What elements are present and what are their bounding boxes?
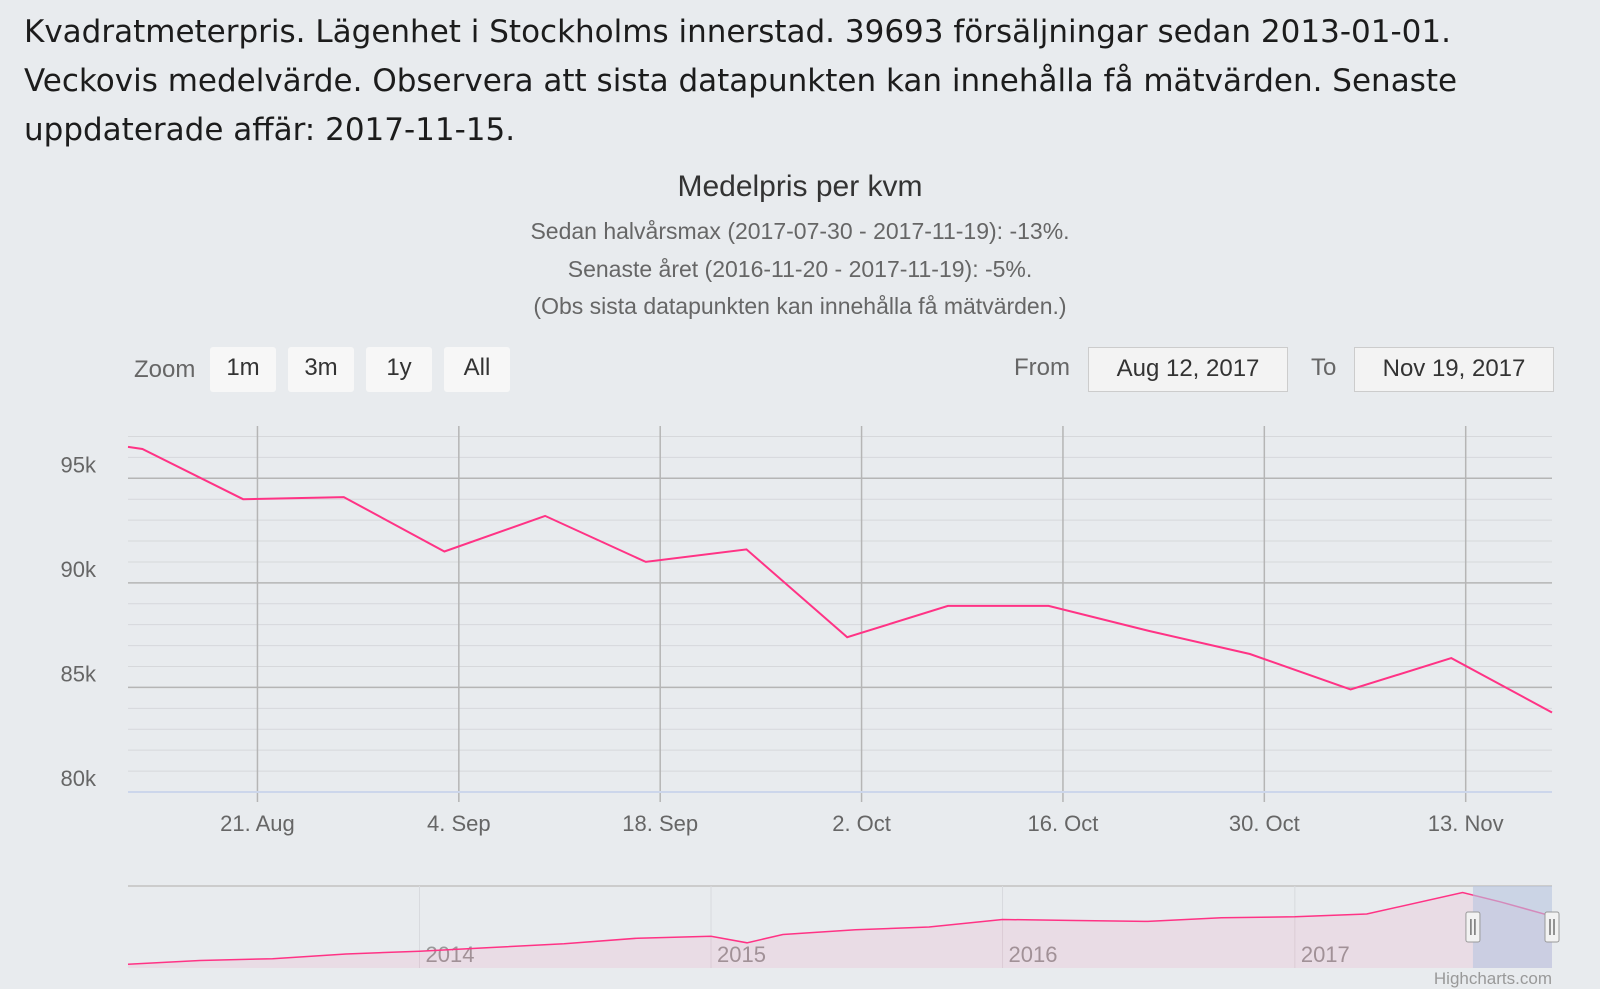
navigator-right-handle[interactable]	[1544, 911, 1560, 943]
navigator-year-label: 2015	[717, 942, 766, 967]
to-label: To	[1311, 354, 1337, 381]
chart-plot: 21. Aug 4. Sep 18. Sep 2. Oct 16. Oct 30. Oct…	[61, 426, 1560, 968]
x-tick-label: 16. Oct	[1027, 811, 1098, 836]
x-tick-label: 4. Sep	[427, 811, 491, 836]
chart-subtitle-line-3: (Obs sista datapunkten kan innehålla få …	[533, 293, 1067, 319]
navigator-year-label: 2017	[1301, 942, 1350, 967]
navigator-area	[128, 892, 1552, 968]
to-date-input[interactable]: Nov 19, 2017	[1354, 347, 1554, 392]
navigator-series-line	[127, 891, 1553, 966]
navigator-left-handle[interactable]	[1465, 911, 1481, 943]
from-date-input[interactable]: Aug 12, 2017	[1088, 347, 1288, 392]
navigator-year-label: 2016	[1009, 942, 1058, 967]
y-tick-label: 80k	[61, 766, 97, 791]
from-label: From	[1014, 354, 1070, 381]
chart-container: Medelpris per kvm Sedan halvårsmax (2017…	[0, 160, 1600, 989]
series-line	[127, 445, 1553, 714]
zoom-1m-button[interactable]: 1m	[210, 347, 276, 392]
zoom-1y-button[interactable]: 1y	[366, 347, 432, 392]
chart-subtitle-line-2: Senaste året (2016-11-20 - 2017-11-19): …	[567, 256, 1033, 282]
intro-text: Kvadratmeterpris. Lägenhet i Stockholms …	[24, 14, 1458, 148]
chart-subtitle-line-1: Sedan halvårsmax (2017-07-30 - 2017-11-1…	[530, 218, 1070, 244]
chart-title: Medelpris per kvm	[677, 170, 923, 203]
x-tick-label: 30. Oct	[1229, 811, 1300, 836]
x-tick-label: 21. Aug	[220, 811, 295, 836]
y-tick-label: 90k	[61, 557, 97, 582]
credits-link[interactable]: Highcharts.com	[1433, 969, 1552, 988]
y-tick-label: 95k	[61, 452, 97, 477]
y-tick-label: 85k	[61, 661, 97, 686]
zoom-label: Zoom	[134, 356, 196, 383]
x-tick-label: 13. Nov	[1428, 811, 1504, 836]
navigator-year-label: 2014	[426, 942, 475, 967]
zoom-all-button[interactable]: All	[444, 347, 510, 392]
x-tick-label: 18. Sep	[622, 811, 698, 836]
x-tick-label: 2. Oct	[832, 811, 891, 836]
navigator-selection-mask[interactable]	[1472, 886, 1552, 968]
zoom-3m-button[interactable]: 3m	[288, 347, 354, 392]
